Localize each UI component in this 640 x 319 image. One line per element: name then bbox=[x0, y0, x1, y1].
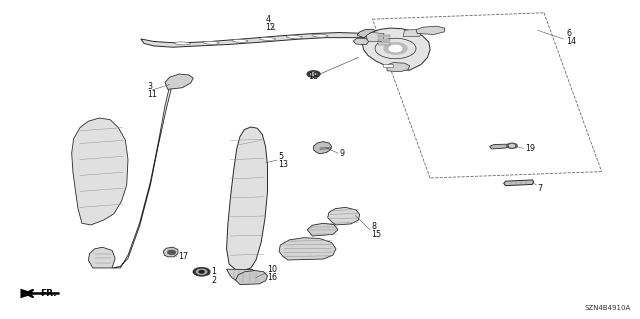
Polygon shape bbox=[20, 289, 35, 298]
Bar bbox=[378, 39, 390, 41]
Polygon shape bbox=[307, 223, 338, 236]
Text: 18: 18 bbox=[308, 72, 319, 81]
Text: 2: 2 bbox=[211, 276, 216, 285]
Circle shape bbox=[196, 269, 207, 274]
Circle shape bbox=[310, 72, 317, 76]
Polygon shape bbox=[490, 144, 509, 149]
Polygon shape bbox=[236, 271, 268, 285]
Text: 6: 6 bbox=[566, 29, 572, 38]
Text: 19: 19 bbox=[525, 144, 535, 153]
Text: 4: 4 bbox=[266, 15, 271, 24]
Text: 10: 10 bbox=[268, 265, 278, 274]
Polygon shape bbox=[163, 247, 178, 257]
Polygon shape bbox=[353, 38, 369, 45]
Ellipse shape bbox=[175, 42, 190, 45]
Circle shape bbox=[389, 45, 402, 52]
Bar bbox=[383, 64, 393, 67]
Polygon shape bbox=[88, 247, 115, 268]
Text: 13: 13 bbox=[278, 160, 289, 169]
Circle shape bbox=[199, 271, 204, 273]
Text: 17: 17 bbox=[178, 252, 188, 261]
Circle shape bbox=[168, 250, 175, 254]
Text: 3: 3 bbox=[147, 82, 152, 91]
Text: 9: 9 bbox=[339, 149, 344, 158]
Ellipse shape bbox=[287, 35, 302, 39]
Circle shape bbox=[509, 145, 515, 147]
Polygon shape bbox=[403, 29, 422, 37]
Text: 16: 16 bbox=[268, 273, 278, 282]
Polygon shape bbox=[504, 180, 534, 186]
Polygon shape bbox=[362, 28, 430, 70]
Polygon shape bbox=[387, 63, 410, 72]
Ellipse shape bbox=[232, 39, 248, 42]
Polygon shape bbox=[165, 74, 193, 89]
Ellipse shape bbox=[204, 41, 219, 44]
Ellipse shape bbox=[260, 37, 275, 41]
Polygon shape bbox=[141, 33, 369, 47]
Polygon shape bbox=[227, 127, 268, 271]
Circle shape bbox=[307, 71, 320, 77]
Polygon shape bbox=[112, 81, 179, 268]
Polygon shape bbox=[357, 29, 378, 38]
Text: 15: 15 bbox=[371, 230, 381, 239]
Circle shape bbox=[507, 143, 517, 148]
Circle shape bbox=[193, 268, 210, 276]
Text: 1: 1 bbox=[211, 267, 216, 276]
Text: SZN4B4910A: SZN4B4910A bbox=[584, 305, 630, 311]
Ellipse shape bbox=[312, 34, 328, 37]
Circle shape bbox=[375, 38, 416, 59]
Text: 12: 12 bbox=[266, 23, 276, 32]
Text: 8: 8 bbox=[371, 222, 376, 231]
Polygon shape bbox=[328, 207, 360, 225]
Polygon shape bbox=[279, 238, 336, 260]
Text: FR.: FR. bbox=[40, 289, 56, 298]
Circle shape bbox=[384, 43, 407, 54]
Polygon shape bbox=[416, 26, 445, 34]
Bar bbox=[378, 42, 390, 45]
Polygon shape bbox=[227, 269, 255, 281]
Polygon shape bbox=[314, 142, 332, 154]
Text: 11: 11 bbox=[147, 90, 157, 99]
Text: 7: 7 bbox=[538, 184, 543, 193]
Polygon shape bbox=[366, 33, 384, 41]
Bar bbox=[378, 35, 390, 37]
Text: 14: 14 bbox=[566, 37, 577, 46]
Polygon shape bbox=[72, 118, 128, 225]
Text: 5: 5 bbox=[278, 152, 284, 161]
